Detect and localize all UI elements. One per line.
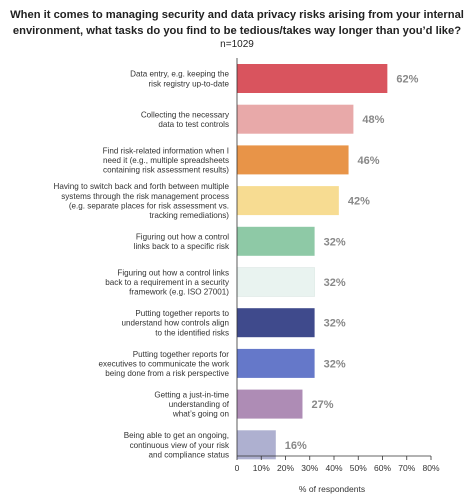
data-label-3: 46% [358, 155, 380, 167]
data-label-4: 42% [348, 196, 370, 208]
data-label-6: 32% [324, 277, 346, 289]
bar-3 [237, 145, 349, 175]
data-label-10: 16% [285, 440, 307, 452]
bar-6 [236, 267, 315, 297]
bar-7 [237, 308, 315, 338]
bar-1 [237, 64, 388, 93]
data-label-9: 27% [311, 399, 333, 411]
category-label-8: Putting together reports for executives t… [99, 350, 230, 378]
x-tick-label-5: 50% [350, 463, 367, 473]
bar-4 [237, 186, 339, 216]
x-tick-label-7: 70% [398, 463, 415, 473]
chart-subtitle: n=1029 [220, 39, 254, 50]
bar-8 [237, 348, 315, 378]
category-label-1: Data entry, e.g. keeping the risk registr… [130, 70, 229, 89]
category-label-4: Having to switch back and forth between … [54, 182, 230, 220]
x-tick-label-2: 20% [277, 463, 294, 473]
x-tick-label-8: 80% [422, 463, 439, 473]
x-tick-label-6: 60% [374, 463, 391, 473]
bar-10 [237, 430, 276, 460]
category-label-2: Collecting the necessary data to test con… [141, 110, 230, 129]
category-label-6: Figuring out how a control links back to … [105, 268, 230, 296]
bar-5 [237, 226, 315, 256]
x-axis-title: % of respondents [299, 484, 365, 494]
chart-title: When it comes to managing security and d… [10, 9, 464, 37]
data-label-7: 32% [324, 318, 346, 330]
data-label-8: 32% [324, 358, 346, 370]
category-label-7: Putting together reports to understand ho… [121, 309, 229, 337]
category-label-5: Figuring out how a control links back to … [134, 233, 230, 252]
x-tick-label-3: 30% [301, 463, 318, 473]
bar-9 [237, 389, 303, 419]
x-tick-label-4: 40% [325, 463, 342, 473]
data-label-2: 48% [362, 114, 384, 126]
data-label-5: 32% [324, 236, 346, 248]
category-label-9: Getting a just-in-time understanding of wh… [154, 391, 229, 419]
x-tick-label-0: 0 [235, 463, 240, 473]
x-tick-label-1: 10% [253, 463, 270, 473]
category-label-10: Being able to get an ongoing, continuous … [124, 431, 230, 459]
bar-2 [237, 104, 354, 134]
data-label-1: 62% [396, 74, 418, 86]
